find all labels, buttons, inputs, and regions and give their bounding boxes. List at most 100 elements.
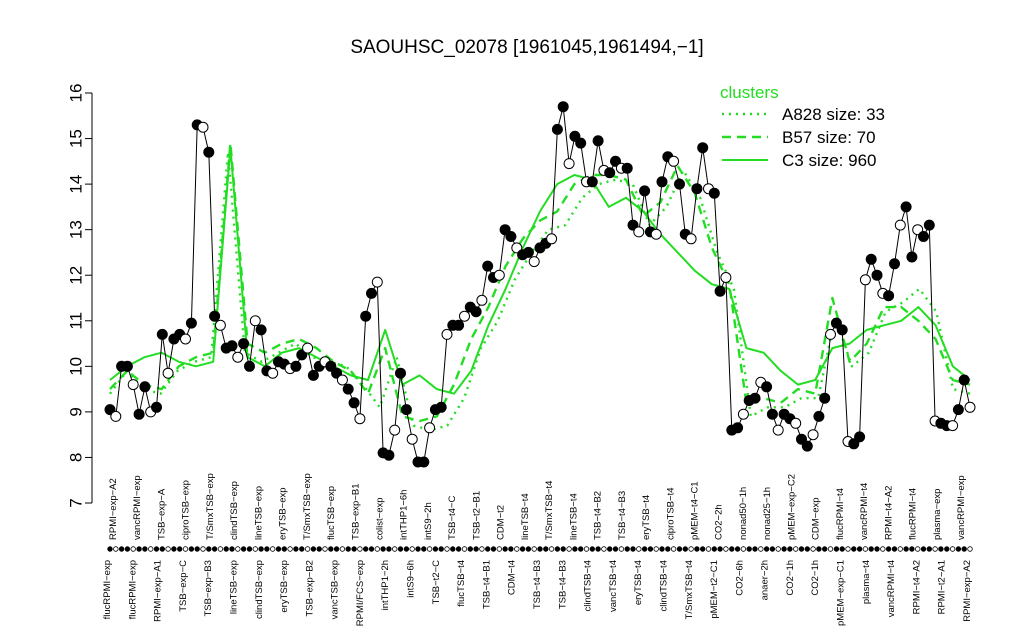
sample-point xyxy=(400,404,412,416)
strip-marker xyxy=(688,546,694,552)
x-tick-label-upper: CDM−t2 xyxy=(496,505,507,540)
cluster-line-solid xyxy=(109,146,971,395)
x-tick-label-upper: intS9−2h xyxy=(423,502,434,540)
y-tick-label: 8 xyxy=(67,453,86,462)
sample-strip xyxy=(107,546,973,552)
sample-point xyxy=(162,367,174,379)
legend-title: clusters xyxy=(720,83,779,102)
strip-marker xyxy=(490,546,497,552)
sample-point xyxy=(528,256,540,268)
y-tick-label: 14 xyxy=(67,175,86,194)
strip-marker xyxy=(700,546,706,552)
sample-point xyxy=(947,420,959,432)
strip-marker xyxy=(537,546,543,552)
strip-marker xyxy=(287,546,293,552)
strip-marker xyxy=(583,546,590,552)
sample-point xyxy=(209,310,221,322)
strip-marker xyxy=(856,546,863,552)
strip-marker xyxy=(188,546,195,552)
x-tick-label-upper: RPMI−t4−A2 xyxy=(883,486,894,540)
strip-marker xyxy=(705,546,712,552)
sample-point xyxy=(267,367,279,379)
x-tick-label-lower: lineTSB−exp xyxy=(229,560,240,614)
strip-marker xyxy=(787,546,793,552)
strip-marker xyxy=(723,546,729,552)
sample-point xyxy=(482,260,494,272)
strip-marker xyxy=(612,546,619,552)
x-tick-label-lower: TSB−t4−B1 xyxy=(481,560,492,609)
x-tick-label-lower: clindTSB−t4 xyxy=(659,560,670,612)
strip-marker xyxy=(694,546,700,552)
strip-marker xyxy=(380,546,386,552)
strip-marker xyxy=(932,546,938,552)
x-tick-label-upper: CDM−exp xyxy=(811,497,822,540)
strip-marker xyxy=(566,546,572,552)
sample-point xyxy=(366,287,377,299)
x-tick-label-lower: TSB−t2−C xyxy=(431,560,442,604)
strip-marker xyxy=(868,546,874,552)
sample-point xyxy=(807,429,819,441)
sample-point xyxy=(307,369,319,381)
y-tick-label: 12 xyxy=(67,266,86,285)
sample-point xyxy=(180,333,191,345)
strip-marker xyxy=(514,546,520,552)
sample-point xyxy=(139,381,151,393)
sample-point xyxy=(854,431,866,443)
x-tick-label-lower: intTHP1−2h xyxy=(380,560,391,610)
strip-marker xyxy=(333,546,340,552)
y-tick-label: 7 xyxy=(67,498,86,507)
sample-point xyxy=(424,422,436,434)
strip-marker xyxy=(915,546,921,552)
strip-marker xyxy=(682,546,688,552)
sample-point xyxy=(244,360,255,372)
sample-point xyxy=(110,410,122,422)
strip-marker xyxy=(328,546,334,552)
strip-marker xyxy=(368,546,375,552)
sample-point xyxy=(459,310,470,322)
strip-marker xyxy=(775,546,781,552)
strip-marker xyxy=(455,546,462,552)
legend-label: B57 size: 70 xyxy=(782,128,876,147)
strip-marker xyxy=(891,546,898,552)
strip-marker xyxy=(281,546,287,552)
strip-marker xyxy=(363,546,369,552)
strip-marker xyxy=(729,546,735,552)
x-tick-label-lower: CO2−1h xyxy=(810,560,821,596)
strip-marker xyxy=(415,546,421,552)
strip-marker xyxy=(270,546,276,552)
sample-point xyxy=(674,178,685,190)
strip-marker xyxy=(758,546,764,552)
sample-point xyxy=(127,379,139,391)
x-tick-label-upper: lineTSB−exp xyxy=(253,486,264,540)
x-tick-label-upper: RPMI−exp−A2 xyxy=(108,478,119,540)
sample-point xyxy=(952,404,964,416)
strip-marker xyxy=(676,546,683,552)
y-tick-label: 13 xyxy=(67,220,86,239)
strip-marker xyxy=(502,546,508,552)
strip-marker xyxy=(240,546,247,552)
x-tick-label-lower: RPMI−t2−A1 xyxy=(937,560,948,614)
x-tick-label-upper: vancRPMI−t4 xyxy=(859,483,870,540)
strip-marker xyxy=(949,546,956,552)
strip-marker xyxy=(769,546,776,552)
sample-point xyxy=(156,328,168,340)
strip-marker xyxy=(845,546,851,552)
sample-point xyxy=(185,317,197,329)
strip-marker xyxy=(525,546,532,552)
strip-marker xyxy=(339,546,346,552)
x-tick-label-upper: nonad50−1h xyxy=(738,487,749,540)
sample-point xyxy=(691,183,703,195)
strip-marker xyxy=(467,546,473,552)
x-tick-label-upper: colist−exp xyxy=(375,497,386,540)
x-tick-label-upper: pMEM−t4−C1 xyxy=(690,481,701,540)
sample-point xyxy=(708,187,720,199)
strip-marker xyxy=(630,546,636,552)
strip-marker xyxy=(403,546,410,552)
x-tick-label-lower: eryTSB−exp xyxy=(279,560,290,613)
strip-marker xyxy=(113,546,119,552)
cluster-line-dashed xyxy=(109,141,971,423)
strip-marker xyxy=(485,546,491,552)
strip-marker xyxy=(293,546,299,552)
strip-marker xyxy=(351,546,357,552)
